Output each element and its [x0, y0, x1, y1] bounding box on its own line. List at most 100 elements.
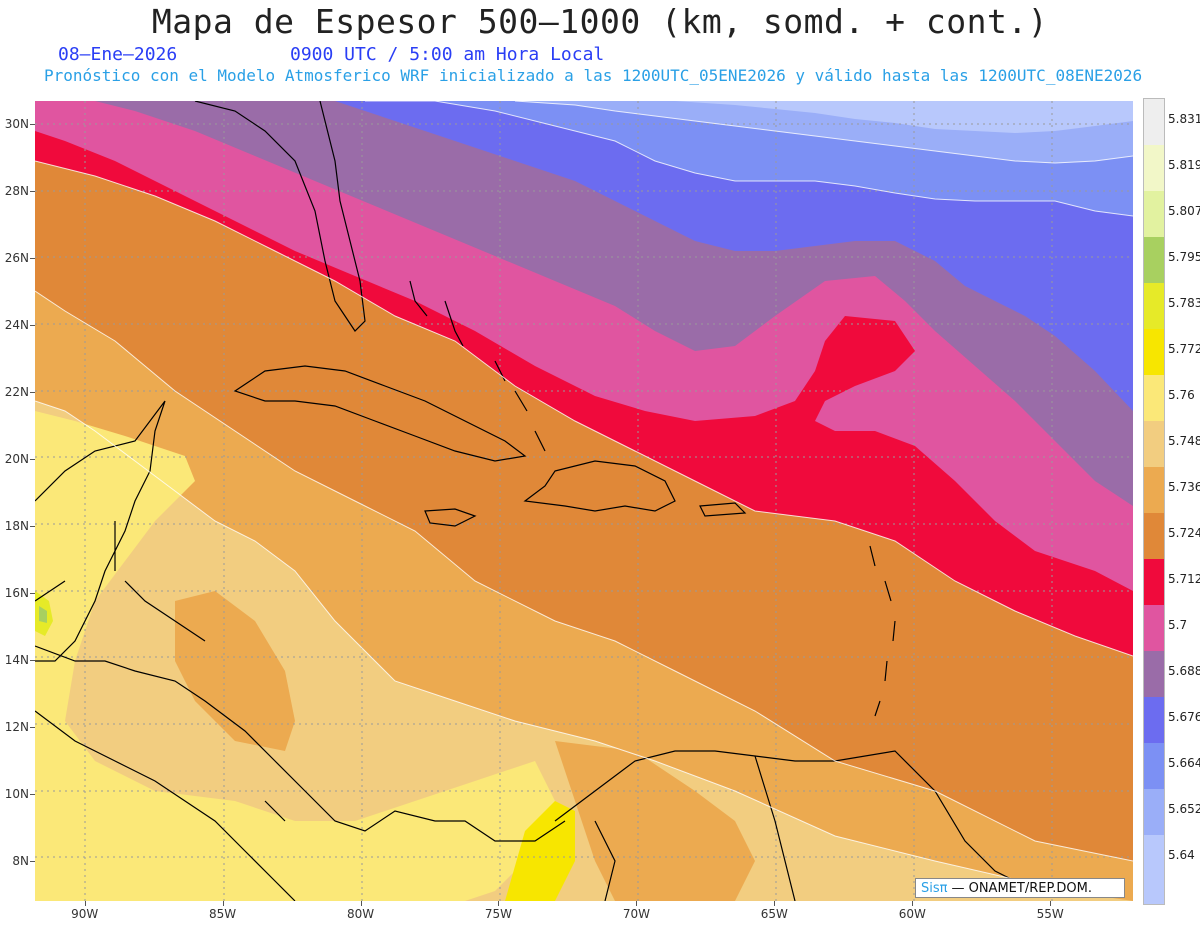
lat-label-24n: 24N: [4, 318, 29, 333]
lat-tick: [30, 258, 35, 260]
legend-label: 5.64: [1168, 847, 1195, 862]
lesser-antilles: [869, 545, 896, 717]
lon-label-60w: 60W: [898, 907, 926, 921]
lon-tick: [84, 901, 86, 906]
legend-label: 5.736: [1168, 479, 1200, 494]
forecast-date: 08—Ene—2026: [58, 44, 178, 65]
thickness-map: [35, 101, 1133, 901]
legend-label: 5.724: [1168, 525, 1200, 540]
legend-label: 5.652: [1168, 801, 1200, 816]
puerto-rico-coast: [699, 502, 747, 517]
lon-label-80w: 80W: [346, 907, 375, 921]
lat-label-22n: 22N: [4, 385, 29, 400]
cuba-coast: [233, 365, 527, 462]
legend-label: 5.7: [1168, 617, 1188, 632]
bahamas: [409, 280, 546, 452]
legend-label: 5.819: [1168, 157, 1200, 172]
lon-tick: [498, 901, 500, 906]
band-5760: [35, 411, 555, 901]
band-5640: [595, 101, 1133, 133]
map-canvas: [35, 101, 1133, 901]
legend-label: 5.712: [1168, 571, 1200, 586]
lat-label-10n: 10N: [4, 786, 29, 801]
lon-tick: [1050, 901, 1052, 906]
lat-label-20n: 20N: [4, 452, 29, 467]
lat-label-26n: 26N: [4, 251, 29, 266]
lon-tick: [774, 901, 776, 906]
legend-swatch: [1144, 697, 1164, 744]
lat-label-8n: 8N: [12, 853, 29, 868]
jamaica-coast: [424, 508, 477, 527]
legend-label: 5.783: [1168, 295, 1200, 310]
lon-label-70w: 70W: [622, 907, 650, 921]
contour-lines: [35, 101, 1133, 892]
central-america-pacific: [35, 710, 296, 901]
legend-label: 5.676: [1168, 709, 1200, 724]
florida-coast: [194, 101, 366, 332]
legend-swatch: [1144, 881, 1164, 904]
hispaniola-coast: [523, 460, 676, 512]
legend-swatch: [1144, 513, 1164, 560]
lat-label-16n: 16N: [4, 586, 29, 601]
country-borders: [35, 521, 796, 901]
legend-swatch: [1144, 789, 1164, 836]
latitude-axis: 30N 28N 26N 24N 22N 20N 18N 16N 14N 12N 10N 8N: [0, 101, 35, 901]
forecast-time: 0900 UTC / 5:00 am Hora Local: [290, 44, 605, 65]
lat-tick: [30, 392, 35, 394]
lat-tick: [30, 659, 35, 661]
central-america-coast: [35, 645, 566, 842]
lon-label-90w: 90W: [71, 907, 99, 921]
lon-label-55w: 55W: [1036, 907, 1064, 921]
legend-swatch: [1144, 329, 1164, 376]
lon-tick: [636, 901, 638, 906]
legend-label: 5.772: [1168, 341, 1200, 356]
legend-swatch: [1144, 99, 1164, 146]
lat-label-14n: 14N: [4, 652, 29, 667]
lon-label-65w: 65W: [760, 907, 788, 921]
legend-label: 5.76: [1168, 387, 1195, 402]
legend-swatch: [1144, 559, 1164, 606]
lon-label-75w: 75W: [484, 907, 513, 921]
legend-swatch: [1144, 421, 1164, 468]
color-legend: [1143, 98, 1165, 905]
credit-text: — ONAMET/REP.DOM.: [951, 880, 1092, 896]
lat-label-12n: 12N: [4, 719, 29, 734]
band-5795: [39, 606, 47, 623]
legend-swatch: [1144, 375, 1164, 422]
map-title: Mapa de Espesor 500—1000 (km, somd. + co…: [151, 2, 1049, 41]
lat-label-30n: 30N: [4, 117, 29, 132]
south-america-coast: [554, 750, 1036, 892]
lat-tick: [30, 526, 35, 528]
legend-label: 5.688: [1168, 663, 1200, 678]
lon-tick: [360, 901, 362, 906]
lat-tick: [30, 726, 35, 728]
legend-swatch: [1144, 605, 1164, 652]
lat-label-18n: 18N: [4, 519, 29, 534]
legend-label: 5.831: [1168, 111, 1200, 126]
legend-label: 5.664: [1168, 755, 1200, 770]
legend-swatch: [1144, 651, 1164, 698]
lon-tick: [222, 901, 224, 906]
legend-label: 5.748: [1168, 433, 1200, 448]
lat-tick: [30, 124, 35, 126]
band-5736-sa: [555, 741, 755, 901]
grid-lines: [35, 101, 1133, 901]
lat-tick: [30, 325, 35, 327]
legend-swatch: [1144, 283, 1164, 330]
lat-tick: [30, 793, 35, 795]
sispi-logo: Sisπ: [921, 880, 948, 896]
legend-swatch: [1144, 191, 1164, 238]
legend-swatch: [1144, 145, 1164, 192]
legend-label: 5.807: [1168, 203, 1200, 218]
lat-tick: [30, 593, 35, 595]
coastlines: [35, 101, 1036, 901]
legend-swatch: [1144, 467, 1164, 514]
legend-swatch: [1144, 835, 1164, 882]
lat-tick: [30, 860, 35, 862]
yucatan-coast: [35, 400, 166, 662]
legend-swatch: [1144, 237, 1164, 284]
lon-label-85w: 85W: [209, 907, 237, 921]
band-5736-central: [175, 591, 295, 751]
lat-label-28n: 28N: [4, 184, 29, 199]
credit-box: Sisπ — ONAMET/REP.DOM.: [915, 878, 1125, 898]
